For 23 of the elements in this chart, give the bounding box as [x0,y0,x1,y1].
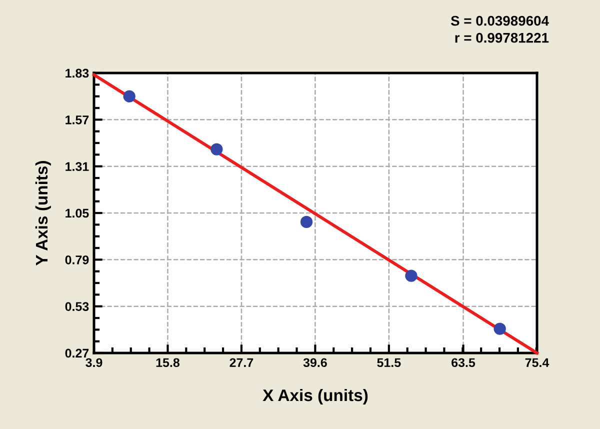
y-tick-label: 1.83 [66,68,89,78]
text: r = 0.99781221 [455,32,549,43]
text: S = 0.03989604 [450,16,549,26]
y-tick-label: 0.53 [65,302,89,312]
y-tick-label: 1.57 [66,116,89,124]
point [300,216,313,228]
x-tick-label: 51.5 [377,358,401,368]
y-tick-label: 1.31 [66,162,89,172]
y-tick-label: 0.27 [65,348,89,358]
point [123,90,136,102]
point [494,322,506,335]
y-axis-title: Y Axis (units) [35,161,51,266]
x-axis-title: X Axis (units) [262,388,368,404]
point [210,143,223,156]
x-tick-label: 15.8 [156,358,180,368]
x-tick-label: 39.6 [303,358,327,368]
x-tick-label: 27.7 [230,358,254,367]
x-tick-label: 63.5 [452,358,476,368]
y-tick-label: 1.05 [66,208,89,218]
x-tick-label: 3.9 [86,358,102,368]
x-tick-label: 75.4 [525,358,550,368]
point [405,270,418,282]
y-tick-label: 0.79 [65,255,89,264]
